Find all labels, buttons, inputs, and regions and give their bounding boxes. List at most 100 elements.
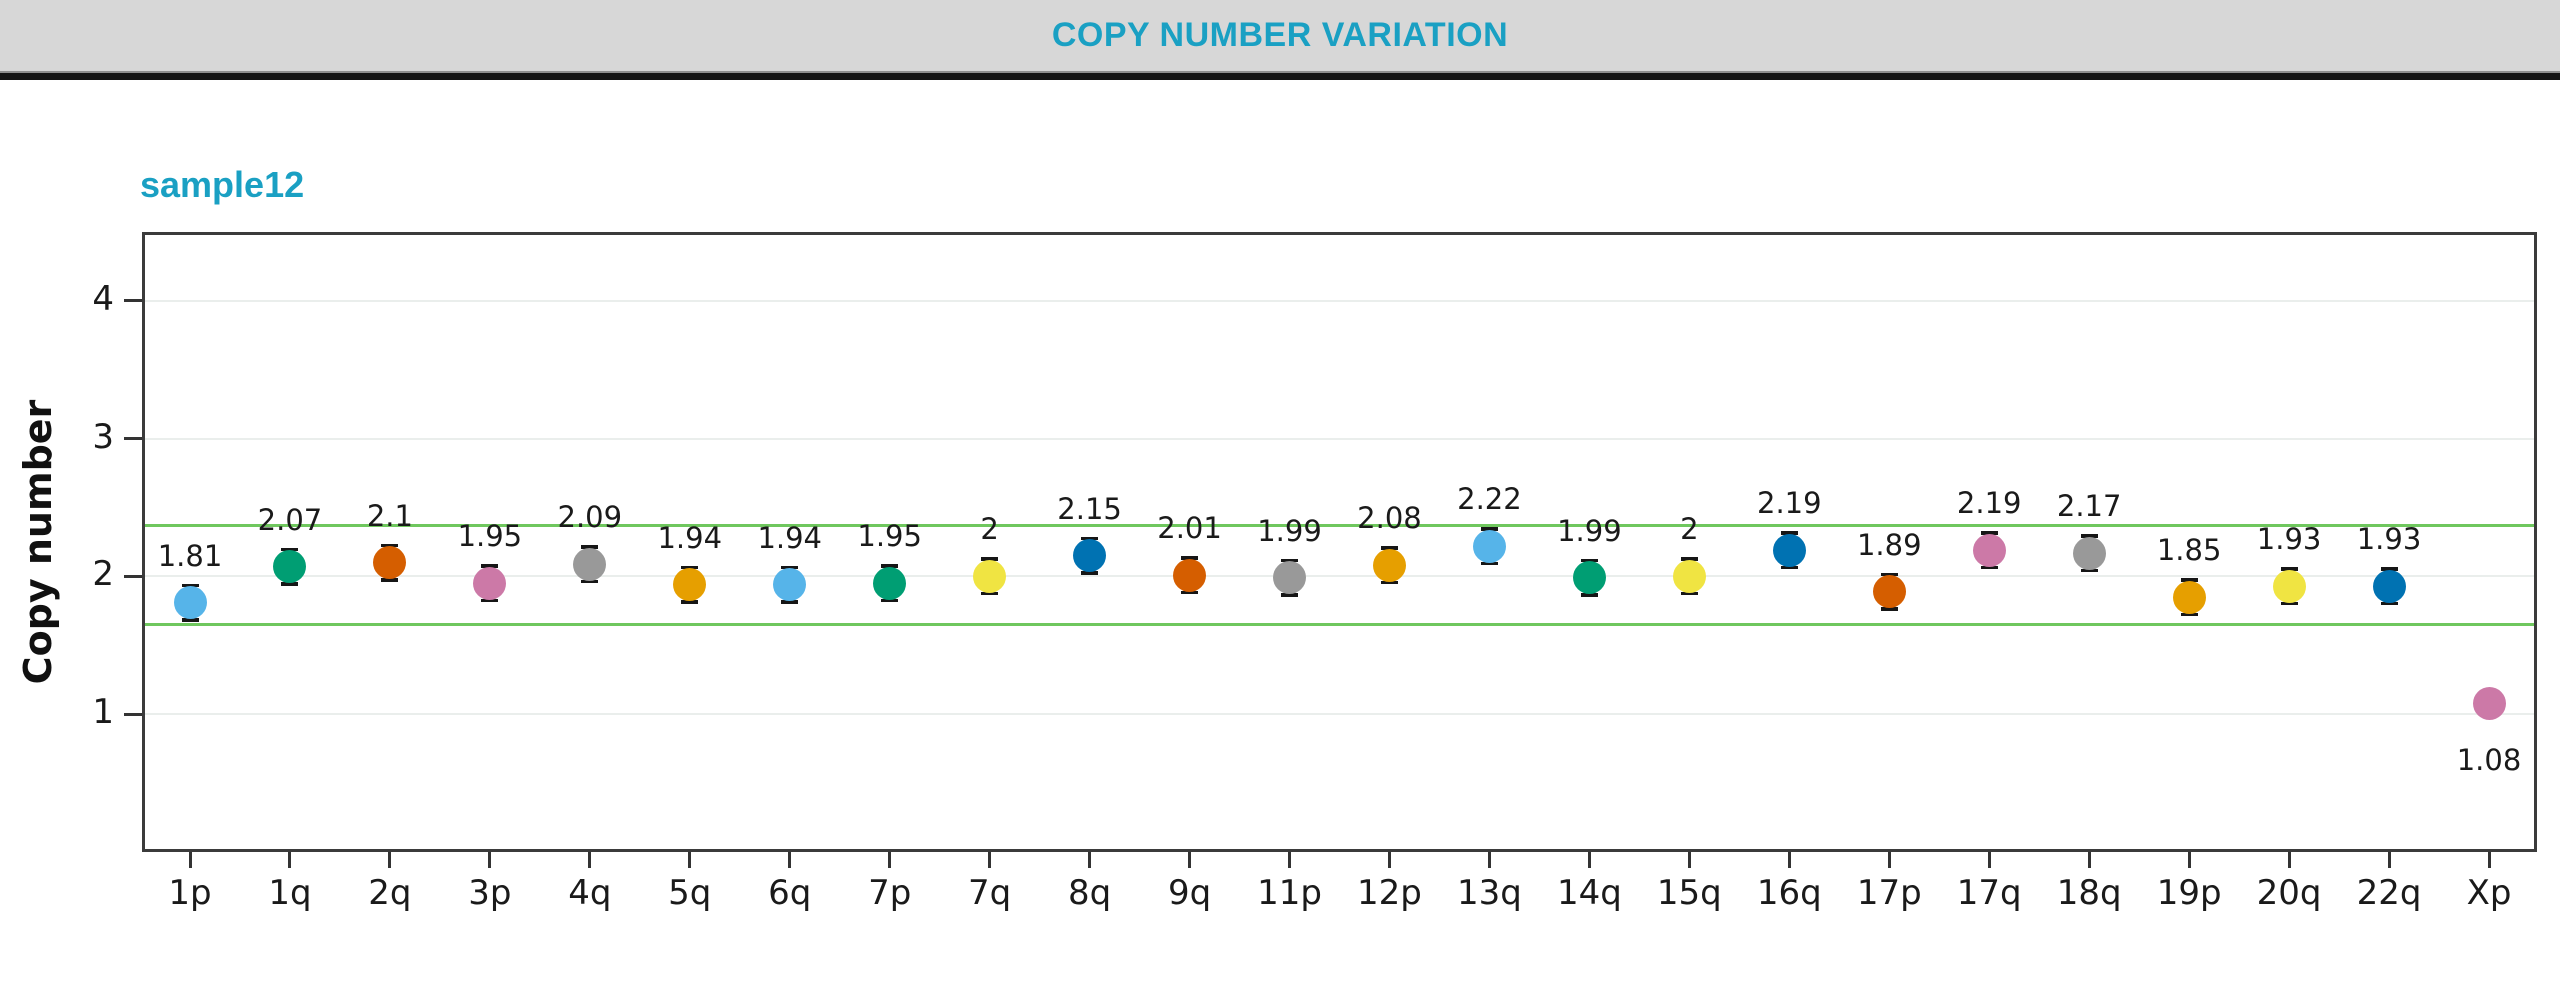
- error-bar-cap-top-11p: [1281, 558, 1299, 563]
- x-tick-17q: [1987, 852, 1991, 868]
- x-tick-Xp: [2487, 852, 2491, 868]
- header-divider: [0, 71, 2560, 80]
- header-bar: COPY NUMBER VARIATION: [0, 0, 2560, 71]
- grid-line-4: [145, 299, 2534, 302]
- x-tick-6q: [788, 852, 792, 868]
- error-bar-cap-bottom-17q: [1980, 565, 1998, 570]
- error-bar-cap-top-7q: [981, 557, 999, 561]
- error-bar-cap-top-15q: [1680, 557, 1698, 561]
- error-bar-cap-top-1p: [181, 583, 199, 588]
- x-tick-17p: [1887, 852, 1891, 868]
- error-bar-cap-bottom-18q: [2080, 568, 2098, 573]
- x-tick-label-15q: 15q: [1656, 873, 1722, 913]
- x-tick-9q: [1188, 852, 1192, 868]
- value-label-6q: 1.94: [757, 520, 823, 555]
- page-title: COPY NUMBER VARIATION: [1051, 16, 1509, 54]
- x-tick-label-12p: 12p: [1357, 873, 1422, 913]
- data-point-19p: [2172, 580, 2206, 614]
- error-bar-cap-top-5q: [681, 565, 699, 570]
- error-bar-cap-top-6q: [781, 565, 799, 570]
- data-point-9q: [1173, 558, 1207, 592]
- x-tick-label-1q: 1q: [268, 873, 312, 913]
- error-bar-cap-bottom-15q: [1680, 591, 1698, 596]
- error-bar-cap-top-16q: [1780, 531, 1798, 535]
- data-point-5q: [673, 568, 707, 602]
- x-tick-8q: [1088, 852, 1092, 868]
- error-bar-cap-bottom-5q: [681, 600, 699, 604]
- error-bar-cap-bottom-9q: [1181, 590, 1199, 595]
- data-point-13q: [1472, 529, 1506, 563]
- plot-area: [142, 232, 2537, 852]
- error-bar-cap-bottom-22q: [2380, 601, 2398, 606]
- value-label-1q: 2.07: [257, 502, 323, 537]
- chart-title: sample12: [140, 164, 305, 205]
- data-point-1p: [173, 586, 207, 620]
- x-tick-7p: [888, 852, 892, 868]
- error-bar-cap-top-13q: [1480, 527, 1498, 531]
- data-point-6q: [773, 568, 807, 602]
- x-tick-label-17q: 17q: [1956, 873, 2022, 913]
- data-point-14q: [1572, 561, 1606, 595]
- data-point-12p: [1372, 548, 1406, 582]
- error-bar-cap-top-14q: [1580, 558, 1598, 563]
- value-label-22q: 1.93: [2356, 522, 2422, 557]
- x-tick-5q: [688, 852, 692, 868]
- data-point-Xp: [2472, 686, 2506, 720]
- x-tick-13q: [1487, 852, 1491, 868]
- x-tick-14q: [1587, 852, 1591, 868]
- error-bar-cap-bottom-4q: [581, 579, 599, 584]
- error-bar-cap-bottom-7p: [881, 598, 899, 603]
- error-bar-cap-bottom-7q: [981, 591, 999, 596]
- data-point-2q: [373, 546, 407, 580]
- y-tick-label-1: 1: [92, 692, 114, 733]
- x-tick-1q: [288, 852, 292, 868]
- data-point-7p: [873, 566, 907, 600]
- value-label-20q: 1.93: [2256, 522, 2322, 557]
- error-bar-cap-bottom-14q: [1580, 593, 1598, 597]
- error-bar-cap-top-17p: [1880, 572, 1898, 577]
- x-tick-label-9q: 9q: [1167, 873, 1212, 913]
- y-tick-2: [124, 574, 142, 578]
- error-bar-cap-top-20q: [2280, 567, 2298, 571]
- y-tick-label-2: 2: [92, 554, 114, 595]
- x-tick-label-8q: 8q: [1067, 873, 1112, 913]
- error-bar-cap-bottom-16q: [1780, 565, 1798, 570]
- x-tick-label-5q: 5q: [668, 873, 712, 913]
- error-bar-cap-top-2q: [381, 543, 399, 548]
- error-bar-cap-bottom-19p: [2180, 612, 2198, 617]
- error-bar-cap-bottom-3p: [481, 598, 499, 603]
- value-label-3p: 1.95: [457, 519, 523, 554]
- error-bar-cap-bottom-8q: [1081, 571, 1099, 575]
- x-tick-7q: [988, 852, 992, 868]
- threshold-line-lower: [145, 623, 2534, 627]
- error-bar-cap-top-17q: [1980, 531, 1998, 535]
- x-tick-label-22q: 22q: [2356, 873, 2422, 913]
- y-tick-label-3: 3: [92, 416, 114, 457]
- x-tick-label-11p: 11p: [1257, 873, 1322, 913]
- value-label-17p: 1.89: [1856, 527, 1922, 562]
- value-label-9q: 2.01: [1157, 511, 1222, 546]
- grid-line-2: [145, 575, 2534, 578]
- x-tick-19p: [2187, 852, 2191, 868]
- x-tick-22q: [2387, 852, 2391, 868]
- value-label-5q: 1.94: [657, 520, 723, 555]
- value-label-2q: 2.1: [366, 498, 413, 533]
- value-label-1p: 1.81: [157, 538, 223, 573]
- x-tick-label-19p: 19p: [2156, 873, 2222, 913]
- value-label-16q: 2.19: [1757, 486, 1822, 521]
- error-bar-cap-bottom-2q: [381, 578, 399, 582]
- x-tick-label-7p: 7p: [868, 873, 912, 913]
- value-label-7q: 2: [980, 512, 999, 547]
- x-tick-label-3p: 3p: [468, 873, 512, 913]
- y-tick-1: [124, 712, 142, 716]
- data-point-8q: [1073, 539, 1107, 573]
- threshold-line-upper: [145, 523, 2534, 527]
- x-tick-18q: [2087, 852, 2091, 868]
- x-tick-15q: [1687, 852, 1691, 868]
- data-point-1q: [273, 550, 307, 584]
- value-label-8q: 2.15: [1057, 491, 1122, 526]
- x-tick-11p: [1288, 852, 1292, 868]
- x-tick-4q: [588, 852, 592, 868]
- error-bar-cap-bottom-20q: [2280, 601, 2298, 606]
- y-tick-4: [124, 299, 142, 303]
